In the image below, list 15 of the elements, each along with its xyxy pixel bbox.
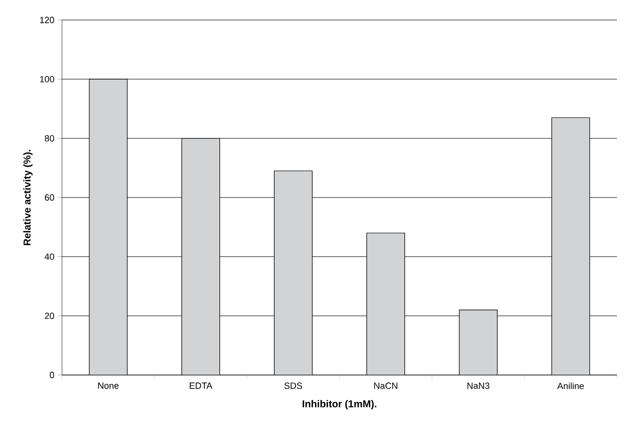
x-tick-label: EDTA bbox=[190, 382, 212, 389]
x-tick-label: SDS bbox=[284, 382, 302, 389]
y-tick-label: 20 bbox=[44, 312, 54, 320]
x-tick-label: NaCN bbox=[374, 382, 398, 389]
y-tick-label: 80 bbox=[44, 135, 54, 142]
y-axis-title: Relative activity (%). bbox=[23, 150, 33, 246]
y-tick-label: 40 bbox=[44, 253, 54, 260]
x-tick-label: Aniline bbox=[557, 382, 584, 390]
y-tick-label: 0 bbox=[50, 372, 54, 378]
y-tick-label: 100 bbox=[40, 76, 54, 82]
x-tick-label: NaN3 bbox=[467, 382, 490, 389]
x-axis-title: Inhibitor (1mM). bbox=[302, 400, 376, 410]
x-tick-label: None bbox=[98, 382, 119, 389]
y-tick-label: 120 bbox=[40, 16, 54, 24]
y-tick-label: 60 bbox=[44, 194, 54, 201]
